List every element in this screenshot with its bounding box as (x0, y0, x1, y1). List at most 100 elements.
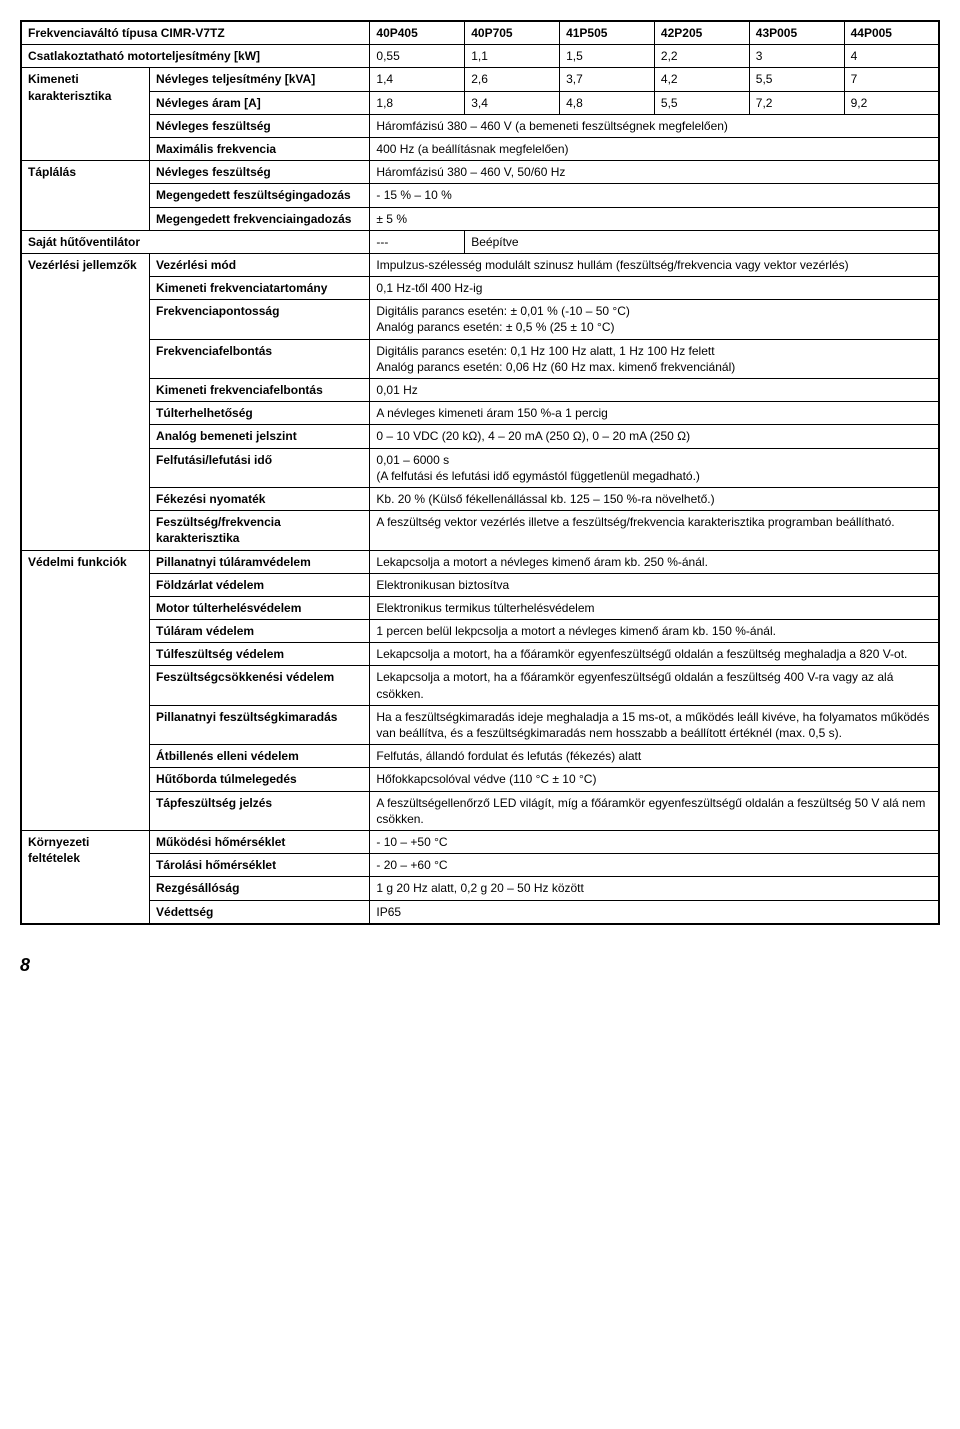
cell: 7,2 (749, 91, 844, 114)
table-row: Megengedett feszültségingadozás - 15 % –… (21, 184, 939, 207)
model-col: 41P505 (560, 21, 655, 45)
param-label: Rezgésállóság (150, 877, 370, 900)
table-row: Motor túlterhelésvédelem Elektronikus te… (21, 596, 939, 619)
cell: Felfutás, állandó fordulat és lefutás (f… (370, 745, 939, 768)
table-row: Védettség IP65 (21, 900, 939, 924)
cell: Digitális parancs esetén: 0,1 Hz 100 Hz … (370, 339, 939, 378)
param-label: Névleges áram [A] (150, 91, 370, 114)
param-label: Pillanatnyi feszültségkimaradás (150, 705, 370, 744)
table-row: Analóg bemeneti jelszint 0 – 10 VDC (20 … (21, 425, 939, 448)
table-row: Táplálás Névleges feszültség Háromfázisú… (21, 161, 939, 184)
cell: 1,4 (370, 68, 465, 91)
table-row: Védelmi funkciók Pillanatnyi túláramvéde… (21, 550, 939, 573)
model-col: 40P405 (370, 21, 465, 45)
cell: 7 (844, 68, 939, 91)
header-title: Frekvenciaváltó típusa CIMR-V7TZ (21, 21, 370, 45)
cell: 2,2 (654, 45, 749, 68)
cell: A feszültségellenőrző LED világít, míg a… (370, 791, 939, 830)
table-row: Névleges feszültség Háromfázisú 380 – 46… (21, 114, 939, 137)
table-row: Földzárlat védelem Elektronikusan biztos… (21, 573, 939, 596)
model-col: 44P005 (844, 21, 939, 45)
cell: ± 5 % (370, 207, 939, 230)
cell: 3 (749, 45, 844, 68)
param-label: Megengedett frekvenciaingadozás (150, 207, 370, 230)
table-row: Kimeneti frekvenciatartomány 0,1 Hz-től … (21, 277, 939, 300)
table-row: Saját hűtőventilátor --- Beépítve (21, 230, 939, 253)
table-row: Vezérlési jellemzők Vezérlési mód Impulz… (21, 253, 939, 276)
cell: 1 g 20 Hz alatt, 0,2 g 20 – 50 Hz között (370, 877, 939, 900)
table-row: Túlterhelhetőség A névleges kimeneti ára… (21, 402, 939, 425)
table-row: Túláram védelem 1 percen belül lekpcsolj… (21, 620, 939, 643)
param-label: Tárolási hőmérséklet (150, 854, 370, 877)
table-row: Kimeneti karakterisztika Névleges teljes… (21, 68, 939, 91)
cell: Háromfázisú 380 – 460 V (a bemeneti fesz… (370, 114, 939, 137)
param-label: Kimeneti frekvenciafelbontás (150, 379, 370, 402)
cell: 0,01 Hz (370, 379, 939, 402)
param-label: Vezérlési mód (150, 253, 370, 276)
table-row: Frekvenciapontosság Digitális parancs es… (21, 300, 939, 339)
spec-table: Frekvenciaváltó típusa CIMR-V7TZ 40P405 … (20, 20, 940, 925)
param-label: Analóg bemeneti jelszint (150, 425, 370, 448)
cell: IP65 (370, 900, 939, 924)
cell: Ha a feszültségkimaradás ideje meghaladj… (370, 705, 939, 744)
table-row: Frekvenciafelbontás Digitális parancs es… (21, 339, 939, 378)
param-label: Földzárlat védelem (150, 573, 370, 596)
cell: 9,2 (844, 91, 939, 114)
supply-group: Táplálás (21, 161, 150, 231)
param-label: Hűtőborda túlmelegedés (150, 768, 370, 791)
table-row: Átbillenés elleni védelem Felfutás, álla… (21, 745, 939, 768)
cell: - 10 – +50 °C (370, 830, 939, 853)
param-label: Pillanatnyi túláramvédelem (150, 550, 370, 573)
cell: - 20 – +60 °C (370, 854, 939, 877)
cell: Lekapcsolja a motort a névleges kimenő á… (370, 550, 939, 573)
cell: Impulzus-szélesség modulált szinusz hull… (370, 253, 939, 276)
param-label: Maximális frekvencia (150, 137, 370, 160)
cell: 2,6 (465, 68, 560, 91)
cell: Elektronikus termikus túlterhelésvédelem (370, 596, 939, 619)
table-row: Feszültségcsökkenési védelem Lekapcsolja… (21, 666, 939, 705)
param-label: Motor túlterhelésvédelem (150, 596, 370, 619)
param-label: Frekvenciafelbontás (150, 339, 370, 378)
table-row: Tápfeszültség jelzés A feszültségellenőr… (21, 791, 939, 830)
table-row: Maximális frekvencia 400 Hz (a beállítás… (21, 137, 939, 160)
table-row: Fékezési nyomaték Kb. 20 % (Külső fékell… (21, 487, 939, 510)
table-row: Csatlakoztatható motorteljesítmény [kW] … (21, 45, 939, 68)
table-row: Névleges áram [A] 1,8 3,4 4,8 5,5 7,2 9,… (21, 91, 939, 114)
table-row: Megengedett frekvenciaingadozás ± 5 % (21, 207, 939, 230)
param-label: Névleges teljesítmény [kVA] (150, 68, 370, 91)
cell: Digitális parancs esetén: ± 0,01 % (-10 … (370, 300, 939, 339)
cell: 0,01 – 6000 s (A felfutási és lefutási i… (370, 448, 939, 487)
param-label: Frekvenciapontosság (150, 300, 370, 339)
param-label: Feszültségcsökkenési védelem (150, 666, 370, 705)
param-label: Felfutási/lefutási idő (150, 448, 370, 487)
cell: 5,5 (749, 68, 844, 91)
table-row: Kimeneti frekvenciafelbontás 0,01 Hz (21, 379, 939, 402)
cell: 4,8 (560, 91, 655, 114)
cell: 400 Hz (a beállításnak megfelelően) (370, 137, 939, 160)
cell: 1 percen belül lekpcsolja a motort a név… (370, 620, 939, 643)
environment-group: Környezeti feltételek (21, 830, 150, 923)
cell: 0,55 (370, 45, 465, 68)
param-label: Túlfeszültség védelem (150, 643, 370, 666)
table-row: Környezeti feltételek Működési hőmérsékl… (21, 830, 939, 853)
motor-power-label: Csatlakoztatható motorteljesítmény [kW] (21, 45, 370, 68)
model-col: 43P005 (749, 21, 844, 45)
cell: 0 – 10 VDC (20 kΩ), 4 – 20 mA (250 Ω), 0… (370, 425, 939, 448)
param-label: Működési hőmérséklet (150, 830, 370, 853)
page-number: 8 (20, 955, 940, 976)
cell: 4,2 (654, 68, 749, 91)
table-row: Frekvenciaváltó típusa CIMR-V7TZ 40P405 … (21, 21, 939, 45)
cell: Háromfázisú 380 – 460 V, 50/60 Hz (370, 161, 939, 184)
cell: Elektronikusan biztosítva (370, 573, 939, 596)
param-label: Átbillenés elleni védelem (150, 745, 370, 768)
table-row: Hűtőborda túlmelegedés Hőfokkapcsolóval … (21, 768, 939, 791)
cell: 1,5 (560, 45, 655, 68)
cell: Lekapcsolja a motort, ha a főáramkör egy… (370, 666, 939, 705)
cell: Lekapcsolja a motort, ha a főáramkör egy… (370, 643, 939, 666)
cell: - 15 % – 10 % (370, 184, 939, 207)
param-label: Megengedett feszültségingadozás (150, 184, 370, 207)
param-label: Védettség (150, 900, 370, 924)
table-row: Tárolási hőmérséklet - 20 – +60 °C (21, 854, 939, 877)
cell: A névleges kimeneti áram 150 %-a 1 perci… (370, 402, 939, 425)
table-row: Feszültség/frekvencia karakterisztika A … (21, 511, 939, 550)
